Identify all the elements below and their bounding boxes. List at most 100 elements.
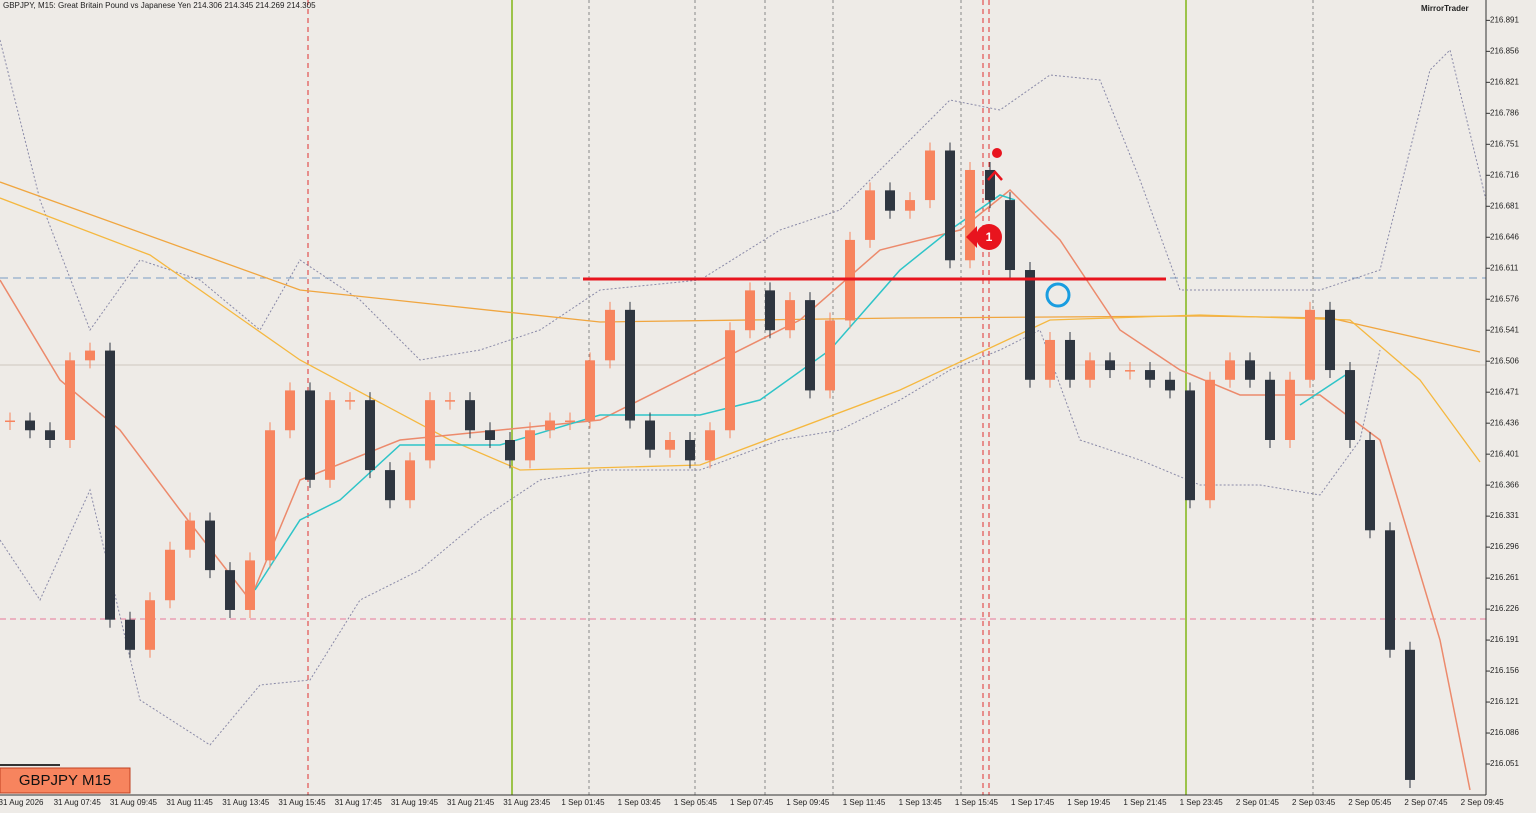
y-tick-label: 216.261 <box>1490 573 1519 582</box>
candle-body <box>965 169 975 261</box>
candle-body <box>1145 370 1155 380</box>
x-tick-label: 2 Sep 05:45 <box>1348 798 1392 807</box>
y-tick-label: 216.086 <box>1490 728 1519 737</box>
candle-body <box>1245 360 1255 380</box>
x-tick-label: 31 Aug 11:45 <box>166 798 213 807</box>
candle-body <box>1045 339 1055 380</box>
candle-body <box>325 400 335 480</box>
y-tick-label: 216.891 <box>1490 15 1519 24</box>
candle-body <box>245 560 255 610</box>
y-tick-label: 216.821 <box>1490 77 1519 86</box>
candle-body <box>1185 390 1195 501</box>
x-tick-label: 2 Sep 09:45 <box>1461 798 1505 807</box>
y-tick-label: 216.786 <box>1490 108 1519 117</box>
candle-body <box>285 390 295 431</box>
candle-body <box>1105 360 1115 371</box>
candle-body <box>125 619 135 650</box>
candle-body <box>885 190 895 211</box>
ma-mid <box>0 197 1481 471</box>
y-tick-label: 216.331 <box>1490 511 1519 520</box>
marker-label: 1 <box>986 230 993 244</box>
x-tick-label: 31 Aug 23:45 <box>503 798 551 807</box>
x-tick-label: 1 Sep 21:45 <box>1123 798 1167 807</box>
candle-body <box>1125 370 1135 372</box>
candle-body <box>905 200 915 211</box>
y-tick-label: 216.226 <box>1490 604 1519 613</box>
candle-body <box>565 420 575 423</box>
candle-body <box>1225 360 1235 380</box>
x-tick-label: 31 Aug 15:45 <box>278 798 326 807</box>
candle-body <box>1285 379 1295 440</box>
candle-body <box>265 430 275 561</box>
x-tick-label: 1 Sep 13:45 <box>899 798 943 807</box>
candle-body <box>445 400 455 402</box>
y-tick-label: 216.191 <box>1490 635 1519 644</box>
candle-body <box>1365 439 1375 531</box>
candle-body <box>385 470 395 501</box>
x-tick-label: 1 Sep 09:45 <box>786 798 830 807</box>
y-tick-label: 216.541 <box>1490 325 1519 334</box>
candle-body <box>405 460 415 501</box>
y-tick-label: 216.751 <box>1490 139 1519 148</box>
candle-body <box>1025 270 1035 380</box>
y-tick-label: 216.856 <box>1490 46 1519 55</box>
candle-body <box>945 150 955 261</box>
y-tick-label: 216.401 <box>1490 449 1519 458</box>
candle-body <box>1205 379 1215 501</box>
marker <box>976 224 1002 250</box>
x-tick-label: 2 Sep 03:45 <box>1292 798 1336 807</box>
candle-body <box>165 549 175 601</box>
candle-body <box>1005 200 1015 271</box>
candle-body <box>1305 309 1315 380</box>
candle-body <box>925 150 935 201</box>
candle-body <box>585 360 595 421</box>
candle-body <box>1085 360 1095 380</box>
y-tick-label: 216.436 <box>1490 418 1519 427</box>
candle-body <box>465 400 475 431</box>
candle-body <box>345 400 355 402</box>
x-tick-label: 1 Sep 01:45 <box>561 798 605 807</box>
x-tick-label: 1 Sep 07:45 <box>730 798 774 807</box>
candle-body <box>65 360 75 440</box>
candle-body <box>985 169 995 201</box>
decor <box>0 0 1487 795</box>
candle-body <box>545 420 555 431</box>
candle-body <box>225 570 235 610</box>
dot <box>992 148 1002 158</box>
header: GBPJPY, M15: Great Britain Pound vs Japa… <box>3 1 316 10</box>
y-tick-label: 216.716 <box>1490 170 1519 179</box>
x-tick-label: 31 Aug 19:45 <box>391 798 439 807</box>
x-tick-label: 31 Aug 09:45 <box>110 798 158 807</box>
x-tick-label: 31 Aug 21:45 <box>447 798 495 807</box>
candle-body <box>145 600 155 650</box>
y-tick-label: 216.471 <box>1490 387 1519 396</box>
candle-body <box>45 430 55 440</box>
x-tick-label: 31 Aug 07:45 <box>54 798 102 807</box>
y-tick-label: 216.611 <box>1490 263 1519 272</box>
candle-body <box>625 309 635 421</box>
x-tick-label: 31 Aug 13:45 <box>222 798 270 807</box>
candle-body <box>25 420 35 431</box>
band-upper <box>0 39 1487 361</box>
candle-body <box>205 520 215 571</box>
candle-body <box>1385 530 1395 650</box>
x-tick-label: 1 Sep 19:45 <box>1067 798 1111 807</box>
candle-body <box>1265 379 1275 440</box>
candle-body <box>1405 649 1415 780</box>
candle-body <box>305 390 315 480</box>
marker-pointer <box>966 226 977 248</box>
candle-body <box>525 430 535 461</box>
y-tick-label: 216.681 <box>1490 201 1519 210</box>
y-tick-label: 216.296 <box>1490 542 1519 551</box>
candle-body <box>5 420 15 423</box>
candle-body <box>685 439 695 461</box>
x-tick-label: 1 Sep 15:45 <box>955 798 999 807</box>
candle-body <box>765 290 775 331</box>
badge-label: GBPJPY M15 <box>19 772 111 789</box>
y-tick-label: 216.646 <box>1490 232 1519 241</box>
highlight-circle <box>1045 282 1071 308</box>
candle-body <box>865 190 875 240</box>
y-tick-label: 216.156 <box>1490 666 1519 675</box>
